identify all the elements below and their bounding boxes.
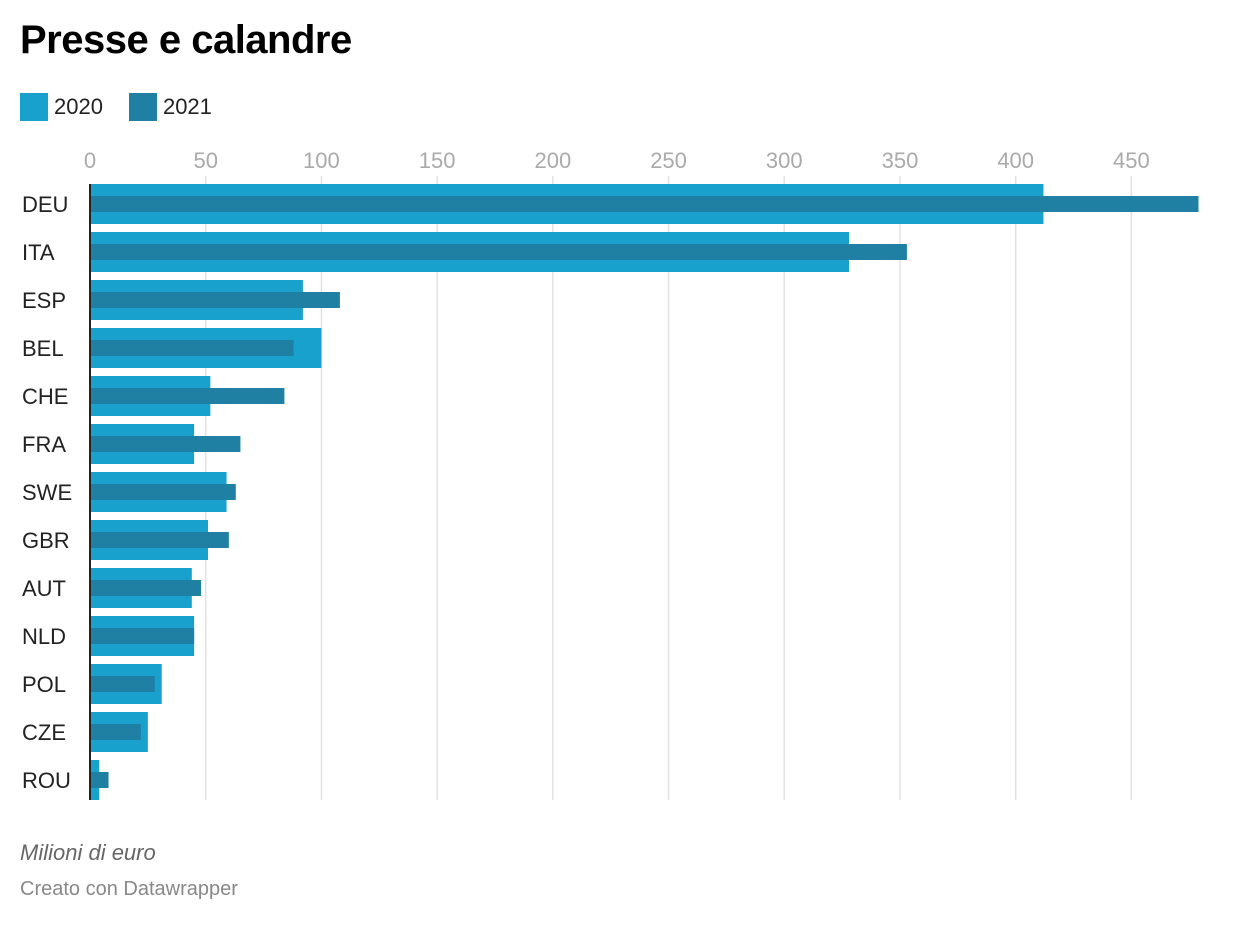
legend-swatch-2020: [20, 93, 48, 121]
x-tick-label-50: 50: [193, 148, 217, 173]
category-label-che: CHE: [22, 384, 68, 409]
category-label-rou: ROU: [22, 768, 71, 793]
category-labels: DEU ITA ESP BEL CHE FRA SWE GBR AUT NLD POL CZE ROU: [22, 192, 72, 793]
chart-title: Presse e calandre: [20, 18, 352, 62]
bar-2021-swe: [90, 484, 236, 500]
category-label-nld: NLD: [22, 624, 66, 649]
x-tick-label-400: 400: [997, 148, 1034, 173]
credit-line: Creato con Datawrapper: [20, 878, 238, 900]
x-tick-label-100: 100: [303, 148, 340, 173]
bars: [90, 184, 1199, 800]
category-label-gbr: GBR: [22, 528, 70, 553]
bar-2021-cze: [90, 724, 141, 740]
category-label-bel: BEL: [22, 336, 64, 361]
legend-swatch-2021: [128, 93, 157, 121]
bar-2021-deu: [90, 196, 1199, 212]
legend: 2020 2021: [20, 93, 212, 121]
legend-item-2020: 2020: [20, 93, 103, 121]
legend-label-2021: 2021: [162, 94, 212, 119]
legend-item-2021: 2021: [128, 93, 212, 121]
unit-note: Milioni di euro: [20, 840, 156, 865]
x-tick-label-450: 450: [1113, 148, 1150, 173]
category-label-aut: AUT: [22, 576, 66, 601]
x-tick-label-250: 250: [650, 148, 687, 173]
category-label-fra: FRA: [22, 432, 66, 457]
category-label-pol: POL: [22, 672, 66, 697]
bar-chart: 0 50 100 150 200 250 300 350 400 450 DEU ITA ESP BEL…: [22, 148, 1199, 800]
bar-2021-che: [90, 388, 285, 404]
bar-2021-aut: [90, 580, 202, 596]
category-label-ita: ITA: [22, 240, 55, 265]
bar-2021-pol: [90, 676, 155, 692]
bar-2021-nld: [90, 628, 195, 644]
bar-2021-esp: [90, 292, 340, 308]
bar-2021-gbr: [90, 532, 229, 548]
x-tick-label-150: 150: [419, 148, 456, 173]
category-label-swe: SWE: [22, 480, 72, 505]
x-tick-labels: 0 50 100 150 200 250 300 350 400 450: [84, 148, 1150, 173]
bar-2021-rou: [90, 772, 109, 788]
category-label-deu: DEU: [22, 192, 68, 217]
x-tick-label-350: 350: [882, 148, 919, 173]
x-tick-label-300: 300: [766, 148, 803, 173]
x-tick-label-200: 200: [534, 148, 571, 173]
bar-2021-bel: [90, 340, 294, 356]
legend-label-2020: 2020: [54, 94, 103, 119]
x-tick-label-0: 0: [84, 148, 96, 173]
bar-2021-fra: [90, 436, 241, 452]
bar-2021-ita: [90, 244, 907, 260]
grid-lines: [204, 176, 1133, 800]
category-label-esp: ESP: [22, 288, 66, 313]
category-label-cze: CZE: [22, 720, 66, 745]
